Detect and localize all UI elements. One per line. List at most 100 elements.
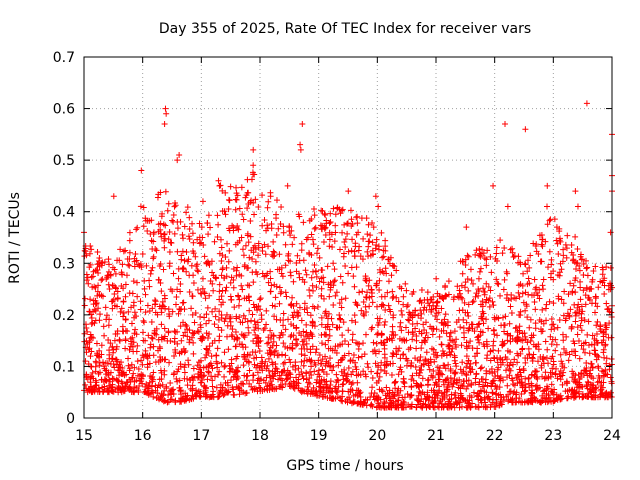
data-point	[375, 203, 382, 210]
data-point	[578, 374, 585, 381]
data-point	[149, 378, 156, 385]
data-point	[245, 293, 252, 300]
data-point	[524, 257, 531, 264]
data-point	[404, 391, 411, 398]
data-point	[465, 253, 472, 260]
data-point	[245, 324, 252, 331]
data-point	[410, 377, 417, 384]
data-point	[383, 336, 390, 343]
data-point	[306, 375, 313, 382]
data-point	[401, 383, 408, 390]
data-point	[303, 305, 310, 312]
data-point	[171, 370, 178, 377]
data-point	[436, 376, 443, 383]
data-point	[472, 359, 479, 366]
data-point	[170, 390, 177, 397]
data-point	[209, 377, 216, 384]
data-point	[125, 355, 132, 362]
data-point	[94, 288, 101, 295]
data-point	[197, 313, 204, 320]
data-point	[544, 385, 551, 392]
data-point	[603, 355, 610, 362]
data-point	[307, 349, 314, 356]
data-point	[171, 335, 178, 342]
data-point	[172, 399, 179, 406]
data-point	[430, 302, 437, 309]
data-point	[238, 282, 245, 289]
data-point	[279, 273, 286, 280]
data-point	[476, 246, 483, 253]
data-point	[81, 302, 88, 309]
data-point	[549, 321, 556, 328]
data-point	[442, 293, 449, 300]
data-point	[105, 382, 112, 389]
data-point	[150, 229, 157, 236]
data-point	[568, 325, 575, 332]
data-point	[400, 378, 407, 385]
data-point	[345, 388, 352, 395]
data-point	[286, 356, 293, 363]
data-point	[345, 327, 352, 334]
data-point	[563, 254, 570, 261]
data-point	[525, 345, 532, 352]
data-point	[359, 256, 366, 263]
data-point	[560, 252, 567, 259]
data-point	[430, 325, 437, 332]
data-point	[551, 216, 558, 223]
data-point	[166, 359, 173, 366]
data-point	[336, 312, 343, 319]
data-point	[557, 238, 564, 245]
data-point	[512, 391, 519, 398]
data-point	[282, 343, 289, 350]
data-point	[162, 235, 169, 242]
data-point	[587, 285, 594, 292]
data-point	[398, 327, 405, 334]
data-point	[375, 362, 382, 369]
data-point	[416, 357, 423, 364]
data-point	[329, 243, 336, 250]
data-point	[152, 298, 159, 305]
data-point	[457, 366, 464, 373]
data-point	[458, 382, 465, 389]
data-point	[127, 378, 134, 385]
data-point	[295, 365, 302, 372]
data-point	[326, 385, 333, 392]
data-point	[519, 346, 526, 353]
data-point	[554, 324, 561, 331]
data-point	[301, 352, 308, 359]
data-point	[117, 246, 124, 253]
data-point	[376, 315, 383, 322]
data-point	[294, 340, 301, 347]
data-point	[234, 353, 241, 360]
data-point	[432, 391, 439, 398]
data-point	[466, 365, 473, 372]
data-point	[275, 352, 282, 359]
data-point	[311, 261, 318, 268]
data-point	[176, 377, 183, 384]
data-point	[559, 258, 566, 265]
data-point	[177, 388, 184, 395]
data-point	[399, 311, 406, 318]
data-point	[369, 220, 376, 227]
data-point	[227, 279, 234, 286]
data-point	[560, 246, 567, 253]
data-point	[402, 324, 409, 331]
data-point	[194, 261, 201, 268]
data-point	[552, 347, 559, 354]
data-point	[454, 283, 461, 290]
data-point	[161, 333, 168, 340]
data-point	[514, 334, 521, 341]
data-point	[179, 248, 186, 255]
data-point	[127, 343, 134, 350]
data-point	[522, 375, 529, 382]
data-point	[93, 299, 100, 306]
data-point	[141, 319, 148, 326]
data-point	[126, 229, 133, 236]
data-point	[155, 336, 162, 343]
data-point	[194, 328, 201, 335]
data-point	[381, 293, 388, 300]
data-point	[546, 298, 553, 305]
data-point	[316, 352, 323, 359]
data-point	[242, 194, 249, 201]
data-point	[452, 395, 459, 402]
